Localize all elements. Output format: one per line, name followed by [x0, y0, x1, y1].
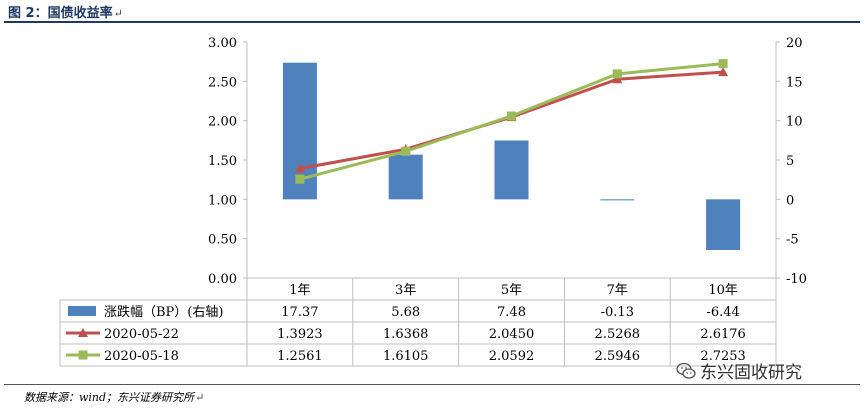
legend-key-bar	[68, 306, 96, 316]
yield-chart: 3.00 2.50 2.00 1.50 1.00 0.50 0.00 20 15 10 5 0 -5 -1…	[59, 36, 807, 367]
right-tick-label: 5	[786, 154, 794, 169]
line-2-point	[507, 111, 516, 121]
legend-label: 涨跌幅（BP）(右轴)	[104, 304, 223, 320]
legend-label: 2020-05-18	[104, 349, 179, 364]
legend-label: 2020-05-22	[104, 327, 179, 342]
line-2-point	[401, 146, 411, 156]
watermark-text: 东兴固收研究	[700, 363, 802, 383]
return-mark: ↵	[113, 7, 123, 20]
right-tick-label: 10	[786, 115, 803, 130]
data-label: 7.48	[497, 305, 526, 320]
left-tick-label: 2.50	[208, 75, 237, 90]
data-label: -0.13	[601, 305, 634, 320]
data-label: 1.6105	[383, 349, 429, 364]
bar-3	[494, 140, 529, 200]
source-rule	[4, 384, 860, 385]
category-label: 5年	[501, 283, 522, 298]
line-1-point	[294, 163, 305, 173]
left-tick-label: 3.00	[208, 36, 237, 51]
data-label: 2.5946	[595, 349, 641, 364]
data-label: 17.37	[281, 305, 318, 320]
left-tick-label: 0.50	[208, 233, 237, 248]
line-2-point	[612, 69, 622, 79]
legend-key-marker	[78, 328, 88, 337]
category-label: 1年	[289, 283, 310, 298]
line-1-point	[612, 74, 623, 84]
bar-4	[600, 199, 635, 201]
right-tick-label: 20	[786, 36, 803, 51]
left-tick-label: 1.50	[208, 154, 237, 169]
wechat-icon	[676, 362, 696, 379]
data-label: 2.5268	[595, 327, 641, 342]
left-tick-label: 2.00	[208, 115, 237, 130]
category-label: 3年	[395, 283, 416, 298]
data-label: 5.68	[391, 305, 420, 320]
line-2-point	[718, 59, 728, 69]
right-tick-label: 0	[786, 193, 794, 208]
right-tick-label: -5	[786, 233, 799, 248]
bar-5	[706, 199, 741, 250]
data-label: 1.6368	[383, 327, 429, 342]
data-label: 2.6176	[700, 327, 746, 342]
data-label: -6.44	[706, 305, 739, 320]
title-rule	[4, 21, 860, 23]
source-text: 数据来源：wind；东兴证券研究所	[24, 391, 195, 404]
data-label: 2.7253	[700, 349, 746, 364]
left-tick-label: 0.00	[208, 272, 237, 287]
category-label: 10年	[708, 283, 738, 298]
data-label: 1.3923	[277, 327, 323, 342]
bar-2	[388, 154, 423, 200]
source-note: 数据来源：wind；东兴证券研究所↵	[24, 389, 204, 405]
left-tick-label: 1.00	[208, 193, 237, 208]
figure-title-row: 图 2：国债收益率↵	[8, 2, 863, 22]
watermark: 东兴固收研究	[676, 358, 802, 383]
right-tick-label: 15	[786, 75, 803, 90]
right-tick-label: -10	[786, 272, 807, 287]
category-label: 7年	[607, 283, 628, 298]
data-label: 1.2561	[277, 349, 323, 364]
line-1-point	[718, 67, 729, 77]
legend-key-marker	[78, 350, 88, 360]
figure-title: 图 2：国债收益率	[8, 6, 113, 21]
return-mark: ↵	[195, 391, 205, 404]
line-2-point	[295, 174, 305, 184]
data-label: 2.0450	[489, 327, 535, 342]
data-label: 2.0592	[489, 349, 535, 364]
